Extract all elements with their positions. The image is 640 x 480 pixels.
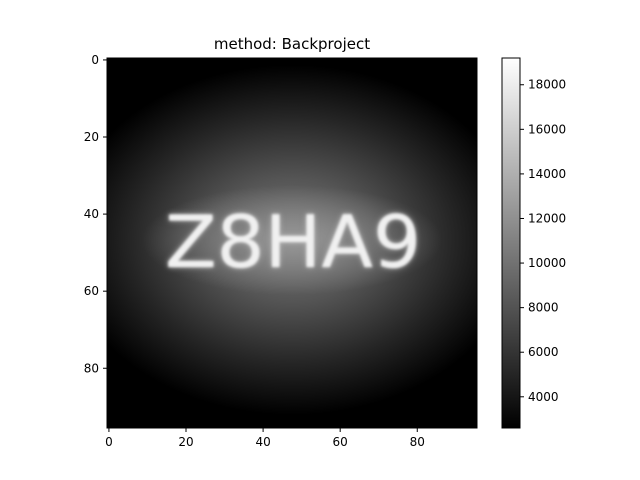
heatmap-image: Z8HA9 Z8HA9 [62, 58, 522, 428]
colorbar-tick-label: 10000 [528, 256, 566, 270]
x-tick-label: 0 [105, 435, 113, 449]
x-tick-label: 20 [178, 435, 193, 449]
colorbar-axis: 4000 6000 8000 10000 12000 14000 16000 18000 [520, 78, 566, 404]
colorbar-tick-label: 14000 [528, 167, 566, 181]
x-tick-label: 60 [333, 435, 348, 449]
colorbar [502, 58, 520, 428]
y-tick-label: 60 [84, 284, 99, 298]
colorbar-tick-label: 16000 [528, 122, 566, 136]
colorbar-tick-label: 8000 [528, 301, 559, 315]
colorbar-tick-label: 4000 [528, 390, 559, 404]
y-tick-label: 20 [84, 130, 99, 144]
colorbar-tick-label: 12000 [528, 211, 566, 225]
y-tick-label: 0 [91, 53, 99, 67]
x-axis: 0 20 40 60 80 [105, 428, 425, 449]
y-tick-label: 80 [84, 361, 99, 375]
y-axis: 0 20 40 60 80 [84, 53, 107, 375]
y-tick-label: 40 [84, 207, 99, 221]
x-tick-label: 80 [410, 435, 425, 449]
colorbar-tick-label: 18000 [528, 78, 566, 92]
chart-title: method: Backproject [214, 35, 370, 53]
colorbar-tick-label: 6000 [528, 345, 559, 359]
heatmap-text: Z8HA9 [165, 200, 421, 284]
x-tick-label: 40 [255, 435, 270, 449]
